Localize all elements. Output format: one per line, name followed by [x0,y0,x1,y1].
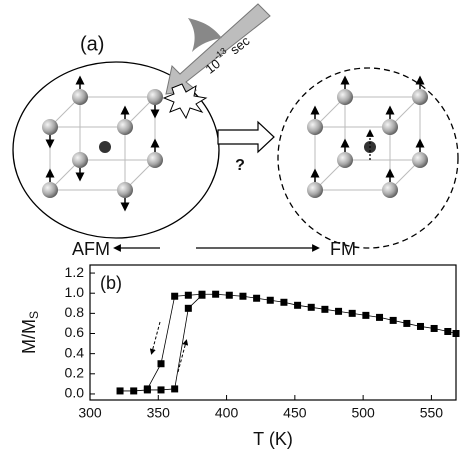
atom [412,152,428,168]
direction-hint [149,321,161,355]
atom [117,119,133,135]
diagram: (a) 10-13sec ? AFM FM [12,3,459,259]
atom [72,152,88,168]
data-point [348,309,356,317]
data-point [376,313,384,321]
data-point [171,385,179,393]
chart: 300 350 400 450 500 550 0.0 0.2 0.4 0.6 0.8 1.0 1.2 T… [19,264,460,449]
data-point [403,319,411,327]
data-point [294,301,302,309]
y-tick-label: 0.8 [65,304,85,320]
data-point [184,291,192,299]
data-point [130,387,138,395]
flash [162,83,208,120]
y-tick-label: 0.2 [65,365,85,381]
y-axis-label-main: M/M [19,319,39,354]
atom [147,152,163,168]
y-tick-label: 0.4 [65,344,85,360]
x-tick-label: 450 [283,405,307,421]
atom [412,89,428,105]
atom [307,119,323,135]
afm-lattice [42,75,163,212]
atom [382,182,398,198]
x-axis-label: T (K) [253,429,293,449]
atom [337,152,353,168]
data-point [430,324,438,332]
plot-frame [89,264,457,401]
center-atom [99,141,111,153]
y-tick-label: 1.2 [65,264,85,280]
atom [307,182,323,198]
x-tick-label: 550 [420,405,444,421]
direction-hint [177,339,189,373]
data-point [143,385,151,393]
atom [117,182,133,198]
data-point [116,387,124,395]
panel-label: (a) [80,33,104,55]
series-line [147,293,457,390]
atom [337,89,353,105]
y-tick-label: 0.6 [65,324,85,340]
fm-circle [277,67,459,249]
atom [42,182,58,198]
data-point [157,360,165,368]
data-point [335,307,343,315]
transition-arrow [217,120,275,154]
pulse-shape [188,18,222,52]
data-point [266,296,274,304]
x-tick-label: 400 [215,405,239,421]
afm-label: AFM [72,239,110,259]
data-point [452,330,460,338]
data-point [389,316,397,324]
y-tick-label: 0.0 [65,385,85,401]
question-mark: ? [235,157,245,174]
data-point [307,303,315,311]
data-point [157,386,165,394]
atom [382,119,398,135]
x-tick-label: 300 [78,405,102,421]
data-point [444,327,452,335]
data-point [321,305,329,313]
data-point [212,290,220,298]
data-point [239,292,247,300]
y-axis-label: M/MS [19,311,41,354]
atom [42,119,58,135]
fm-lattice [307,75,428,198]
panel-label: (b) [100,273,122,293]
data-point [416,322,424,330]
fm-label: FM [330,239,356,259]
x-tick-label: 500 [351,405,375,421]
data-point [171,292,179,300]
afm-circle [12,61,220,239]
data-point [184,304,192,312]
data-point [198,290,206,298]
atom [72,89,88,105]
data-point [362,311,370,319]
data-point [253,294,261,302]
data-point [280,298,288,306]
y-tick-label: 1.0 [65,284,85,300]
x-tick-label: 350 [147,405,171,421]
data-point [225,291,233,299]
atom [147,89,163,105]
y-axis-label-sub: S [27,311,41,319]
